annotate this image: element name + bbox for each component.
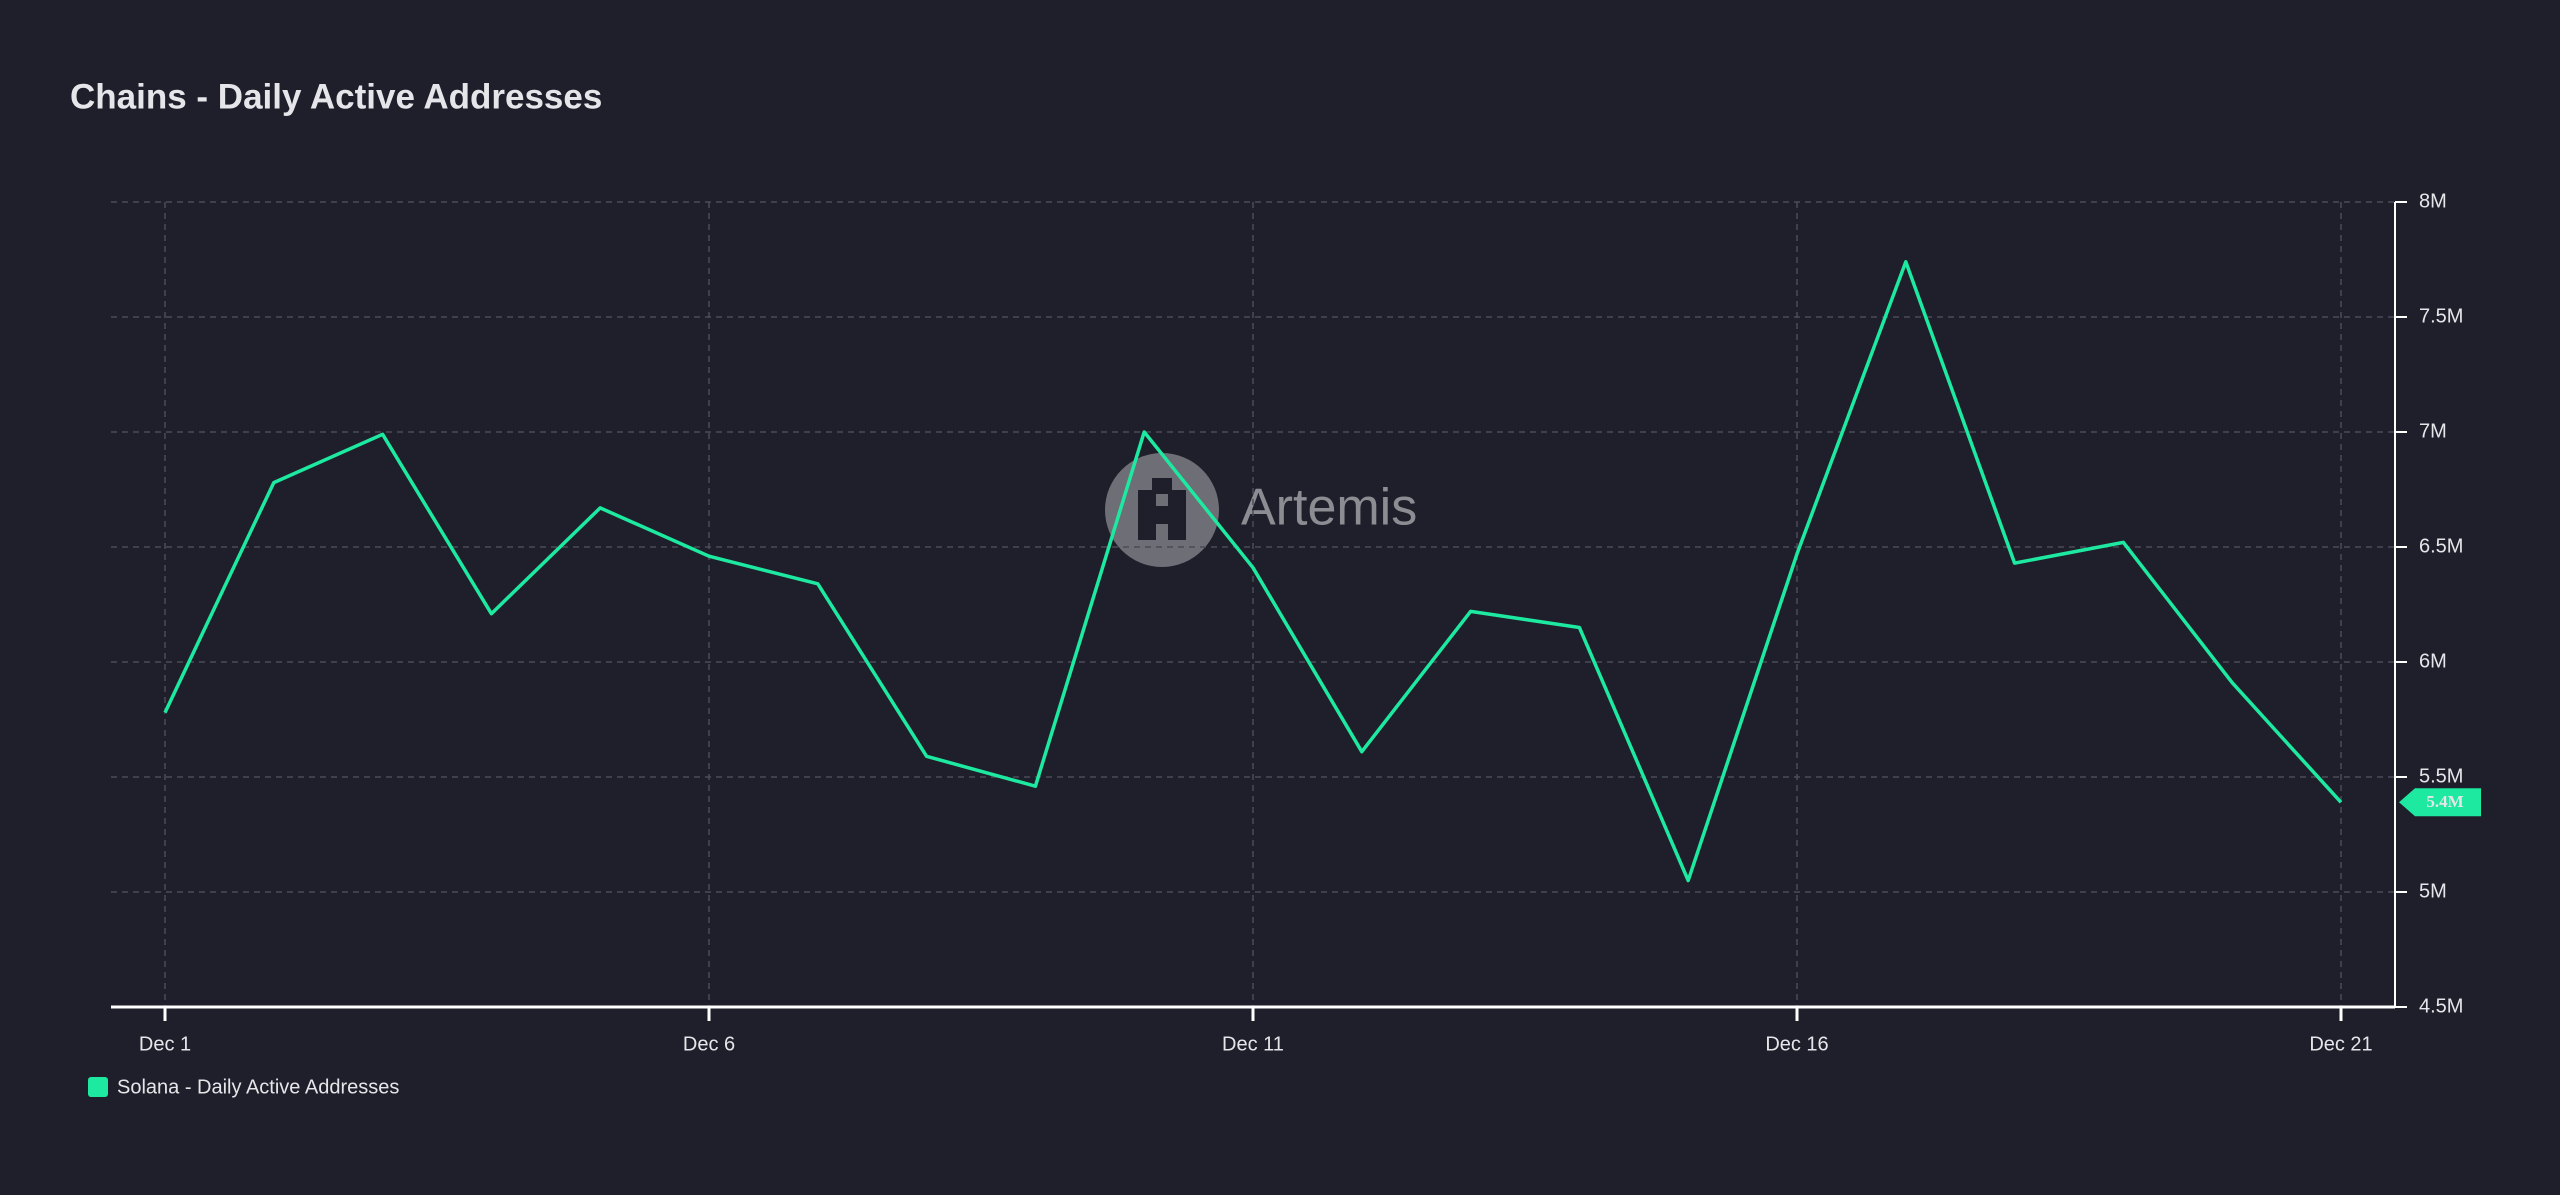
x-tick-label: Dec 11: [1222, 1033, 1284, 1055]
chart-title: Chains - Daily Active Addresses: [70, 77, 602, 116]
y-tick-label: 5M: [2419, 880, 2447, 902]
legend-label: Solana - Daily Active Addresses: [117, 1076, 399, 1098]
legend-swatch: [88, 1077, 108, 1097]
value-label: 5.4M: [2426, 792, 2463, 811]
x-tick-label: Dec 1: [139, 1033, 191, 1055]
y-tick-label: 5.5M: [2419, 765, 2463, 787]
y-tick-label: 7M: [2419, 420, 2447, 442]
y-tick-label: 6M: [2419, 650, 2447, 672]
watermark-text: Artemis: [1241, 479, 1417, 537]
value-tag: [2399, 788, 2481, 817]
y-tick-label: 7.5M: [2419, 305, 2463, 327]
x-tick-label: Dec 6: [683, 1033, 735, 1055]
data-line: [163, 260, 2343, 883]
x-tick-label: Dec 21: [2309, 1033, 2372, 1055]
watermark: Artemis: [1105, 453, 1417, 567]
y-tick-label: 6.5M: [2419, 535, 2463, 557]
y-tick-label: 8M: [2419, 190, 2447, 212]
watermark-icon: [1138, 478, 1186, 540]
x-tick-label: Dec 16: [1765, 1033, 1828, 1055]
y-tick-label: 4.5M: [2419, 995, 2463, 1017]
